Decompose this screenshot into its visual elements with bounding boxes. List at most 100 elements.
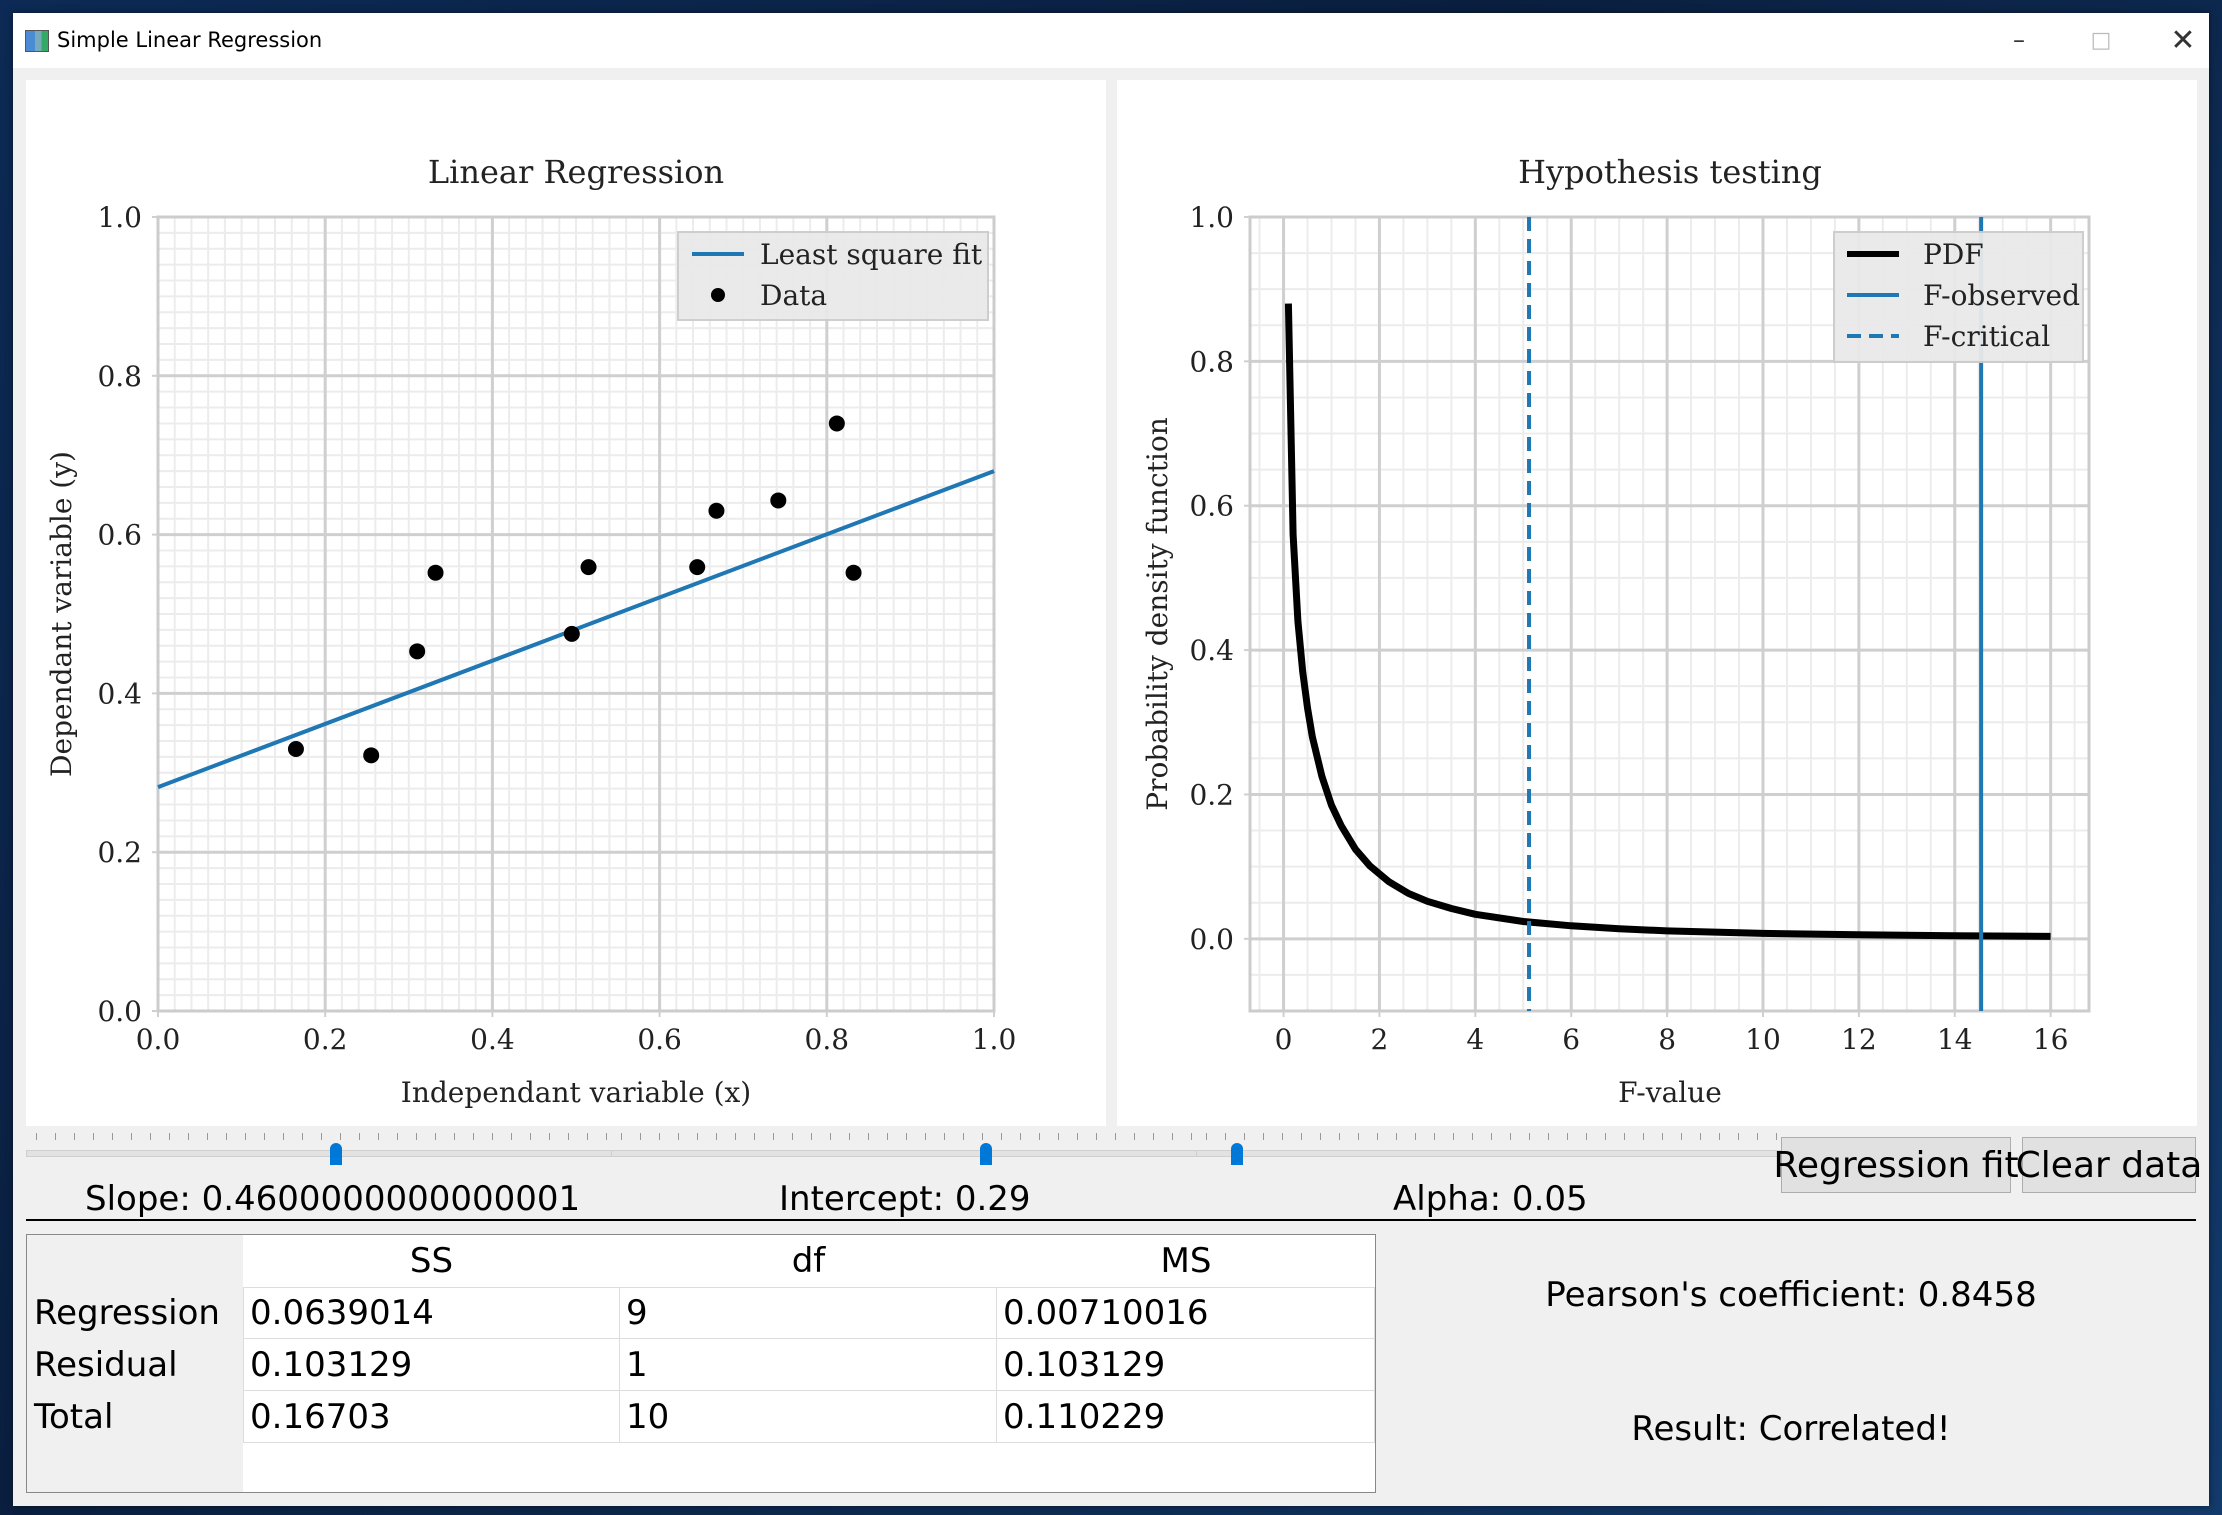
slider-tick: [1472, 1133, 1473, 1140]
separator-line: [26, 1219, 2196, 1221]
table-cell[interactable]: 0.00710016: [997, 1287, 1375, 1339]
slider-tick: [1624, 1133, 1625, 1140]
slider-tick: [982, 1133, 983, 1140]
slider-tick: [112, 1133, 113, 1140]
y-tick-label: 0.4: [97, 677, 142, 710]
row-header-residual[interactable]: Residual: [34, 1345, 178, 1385]
slider-tick: [359, 1133, 360, 1140]
x-tick-label: 0.6: [637, 1023, 682, 1056]
slider-tick: [1020, 1133, 1021, 1140]
slider-tick: [792, 1133, 793, 1140]
slider-tick: [340, 1133, 341, 1140]
slider-tick: [1301, 1133, 1302, 1140]
app-window: Simple Linear Regression – □ ✕ 0.0 0.2 0.4…: [13, 13, 2209, 1506]
table-cell[interactable]: 0.103129: [243, 1339, 620, 1391]
legend-least-square-fit: Least square fit: [760, 238, 983, 271]
x-tick-label: 0: [1275, 1023, 1293, 1056]
regression-fit-button[interactable]: Regression fit: [1773, 1137, 2019, 1193]
column-header-df[interactable]: df: [791, 1241, 826, 1281]
data-point: [708, 502, 725, 519]
table-cell[interactable]: 0.103129: [997, 1339, 1375, 1391]
slider-tick: [397, 1133, 398, 1140]
regression-chart[interactable]: 0.0 0.2 0.4 0.6 0.8 1.0 0.0 0.2 0.4 0.6 0.8 1.0 Lin…: [26, 80, 1106, 1126]
slider-tick: [1719, 1133, 1720, 1140]
table-cell[interactable]: 0.0639014: [243, 1287, 620, 1339]
hypothesis-chart[interactable]: 0 2 4 6 8 10 12 14 16 0.0 0.2 0.4 0.6 0.8 1.0 Hypothes…: [1117, 80, 2197, 1126]
window-title: Simple Linear Regression: [57, 28, 323, 52]
slider-tick: [621, 1133, 622, 1140]
legend-pdf: PDF: [1923, 238, 1984, 271]
slider-tick: [264, 1133, 265, 1140]
slider-tick: [849, 1133, 850, 1140]
regression-legend: Least square fit Data: [677, 231, 989, 321]
slider-tick: [1377, 1133, 1378, 1140]
data-point: [828, 415, 845, 432]
y-tick-label: 0.8: [97, 360, 142, 393]
slider-tick: [1191, 1133, 1192, 1140]
slider-tick: [1567, 1133, 1568, 1140]
slider-tick: [1172, 1133, 1173, 1140]
x-tick-label: 12: [1841, 1023, 1877, 1056]
slider-tick: [1206, 1133, 1207, 1140]
minimize-icon[interactable]: –: [2013, 26, 2025, 54]
slider-tick: [416, 1133, 417, 1140]
alpha-slider[interactable]: [1196, 1133, 1788, 1173]
data-point: [580, 559, 597, 576]
slider-tick: [773, 1133, 774, 1140]
slider-tick: [1776, 1133, 1777, 1140]
table-cell[interactable]: 0.16703: [243, 1391, 620, 1443]
table-cell[interactable]: 0.110229: [997, 1391, 1375, 1443]
slider-tick: [226, 1133, 227, 1140]
y-tick-label: 0.8: [1189, 345, 1234, 378]
slider-tick: [1643, 1133, 1644, 1140]
slider-tick: [887, 1133, 888, 1140]
row-header-total[interactable]: Total: [34, 1397, 114, 1437]
title-bar: Simple Linear Regression – □ ✕: [13, 13, 2209, 68]
hypothesis-legend: PDF F-observed F-critical: [1833, 231, 2084, 363]
intercept-slider[interactable]: [611, 1133, 1203, 1173]
slope-slider-handle[interactable]: [330, 1143, 342, 1165]
regression-x-axis-label: Independant variable (x): [401, 1076, 751, 1109]
anova-table[interactable]: SS df MS Regression Residual Total 0.063…: [26, 1234, 1376, 1493]
slider-tick: [944, 1133, 945, 1140]
slider-tick: [283, 1133, 284, 1140]
x-tick-label: 0.4: [470, 1023, 515, 1056]
alpha-slider-handle[interactable]: [1231, 1143, 1243, 1165]
column-header-ss[interactable]: SS: [409, 1241, 454, 1281]
regression-chart-title: Linear Regression: [428, 153, 724, 191]
slider-tick: [549, 1133, 550, 1140]
x-tick-label: 10: [1745, 1023, 1781, 1056]
clear-data-button[interactable]: Clear data: [2016, 1137, 2202, 1193]
slider-tick: [1700, 1133, 1701, 1140]
slider-tick: [735, 1133, 736, 1140]
data-point: [563, 625, 580, 642]
slider-tick: [925, 1133, 926, 1140]
table-cell[interactable]: 10: [620, 1391, 997, 1443]
slope-slider[interactable]: [26, 1133, 618, 1173]
close-icon[interactable]: ✕: [2170, 22, 2196, 58]
x-tick-label: 8: [1658, 1023, 1676, 1056]
slider-tick: [1586, 1133, 1587, 1140]
slider-tick: [1415, 1133, 1416, 1140]
column-header-ms[interactable]: MS: [1160, 1241, 1212, 1281]
pearson-coefficient-label: Pearson's coefficient: 0.8458: [1545, 1275, 2037, 1315]
slider-tick: [1225, 1133, 1226, 1140]
row-header-regression[interactable]: Regression: [34, 1293, 220, 1333]
maximize-icon[interactable]: □: [2090, 27, 2112, 53]
slider-tick: [1434, 1133, 1435, 1140]
slider-tick: [1039, 1133, 1040, 1140]
slider-tick: [321, 1133, 322, 1140]
y-tick-label: 0.0: [97, 995, 142, 1028]
table-cell[interactable]: 1: [620, 1339, 997, 1391]
slider-tick: [1662, 1133, 1663, 1140]
y-tick-label: 0.6: [97, 519, 142, 552]
table-cell[interactable]: 9: [620, 1287, 997, 1339]
data-point: [409, 643, 426, 660]
intercept-slider-handle[interactable]: [980, 1143, 992, 1165]
data-point: [770, 492, 787, 509]
slider-tick: [1134, 1133, 1135, 1140]
x-tick-label: 2: [1371, 1023, 1389, 1056]
legend-f-critical: F-critical: [1923, 320, 2050, 353]
x-tick-label: 14: [1937, 1023, 1973, 1056]
data-point: [689, 559, 706, 576]
